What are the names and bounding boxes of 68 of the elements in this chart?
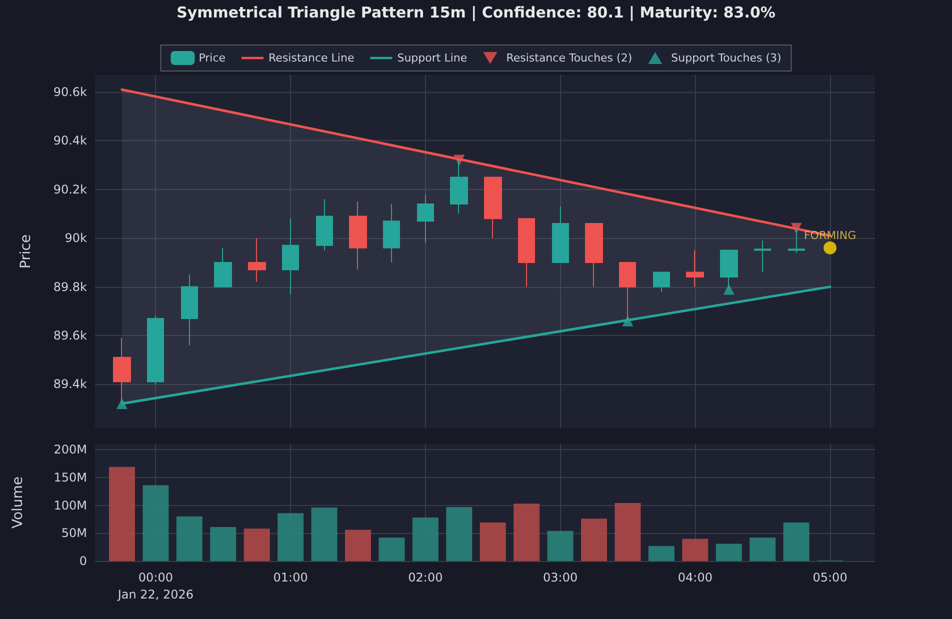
y-tick-label: 90k (64, 231, 88, 246)
x-tick-label: 00:00 Jan 22, 2026 (116, 570, 194, 602)
annotation: FORMING (804, 229, 856, 242)
bar (108, 466, 135, 561)
y-tick-label: 0 (79, 554, 87, 568)
point (824, 241, 837, 254)
candlestick (417, 194, 434, 244)
y-tick-label: 150M (54, 470, 87, 484)
y-tick-label: 89.6k (53, 328, 88, 342)
candlestick (653, 272, 670, 292)
y-tick-label: 90.2k (53, 182, 88, 196)
y-tick-label: 90.6k (53, 85, 88, 100)
bar (480, 522, 506, 561)
chart-title: Symmetrical Triangle Pattern 15m | Confidence: 80.1 | Maturity: 83.0% (176, 4, 776, 22)
bar (614, 503, 641, 561)
x-tick-label: 04:00 (678, 570, 712, 584)
bar (210, 527, 236, 561)
y-tick-label: 90.4k (53, 134, 88, 148)
bar (244, 528, 270, 561)
x-tick-label: 02:00 (408, 570, 443, 584)
bar (278, 513, 304, 561)
bar (547, 530, 574, 561)
x-tick-label: 05:00 (812, 570, 848, 584)
bar (581, 518, 608, 561)
point (622, 315, 634, 326)
bar (176, 516, 202, 561)
y-axis-title: Volume (10, 476, 26, 529)
bar (412, 518, 438, 561)
bar (344, 530, 371, 561)
candlestick (484, 176, 502, 239)
candlestick (214, 247, 232, 288)
candlestick (383, 204, 400, 263)
bar (378, 538, 405, 561)
candlestick (282, 218, 299, 295)
y-axis-title: Price (18, 234, 34, 269)
y-tick-label: 89.4k (53, 377, 88, 392)
candlestick (349, 201, 367, 270)
candlestick (585, 223, 603, 288)
candlestick (686, 250, 704, 288)
bar (750, 538, 776, 561)
legend-label: Support Touches (3) (671, 52, 782, 64)
y-tick-label: 200M (54, 442, 87, 457)
candlestick (316, 198, 333, 251)
candlestick (248, 238, 266, 282)
y-tick-label: 100M (54, 498, 87, 512)
legend-label: Price (198, 52, 226, 64)
candlestick (552, 206, 569, 263)
bar (514, 504, 540, 561)
candlestick (181, 274, 198, 346)
bar (716, 544, 742, 561)
legend-label: Resistance Line (268, 52, 354, 64)
x-tick-label: 03:00 (543, 570, 578, 584)
legend-label: Support Line (397, 52, 468, 64)
y-tick-label: 89.8k (53, 280, 88, 294)
point (454, 154, 465, 166)
point (116, 398, 128, 410)
y-tick-label: 50M (61, 526, 87, 540)
bar (446, 506, 472, 561)
x-tick-label: 01:00 (273, 570, 308, 584)
bar (682, 538, 708, 561)
bar (311, 508, 338, 561)
bar (783, 522, 810, 561)
bar (142, 485, 169, 561)
candlestick (754, 240, 771, 273)
bar (648, 546, 674, 561)
legend-label: Resistance Touches (2) (506, 52, 632, 64)
candlestick (147, 316, 164, 385)
candlestick (518, 218, 535, 288)
